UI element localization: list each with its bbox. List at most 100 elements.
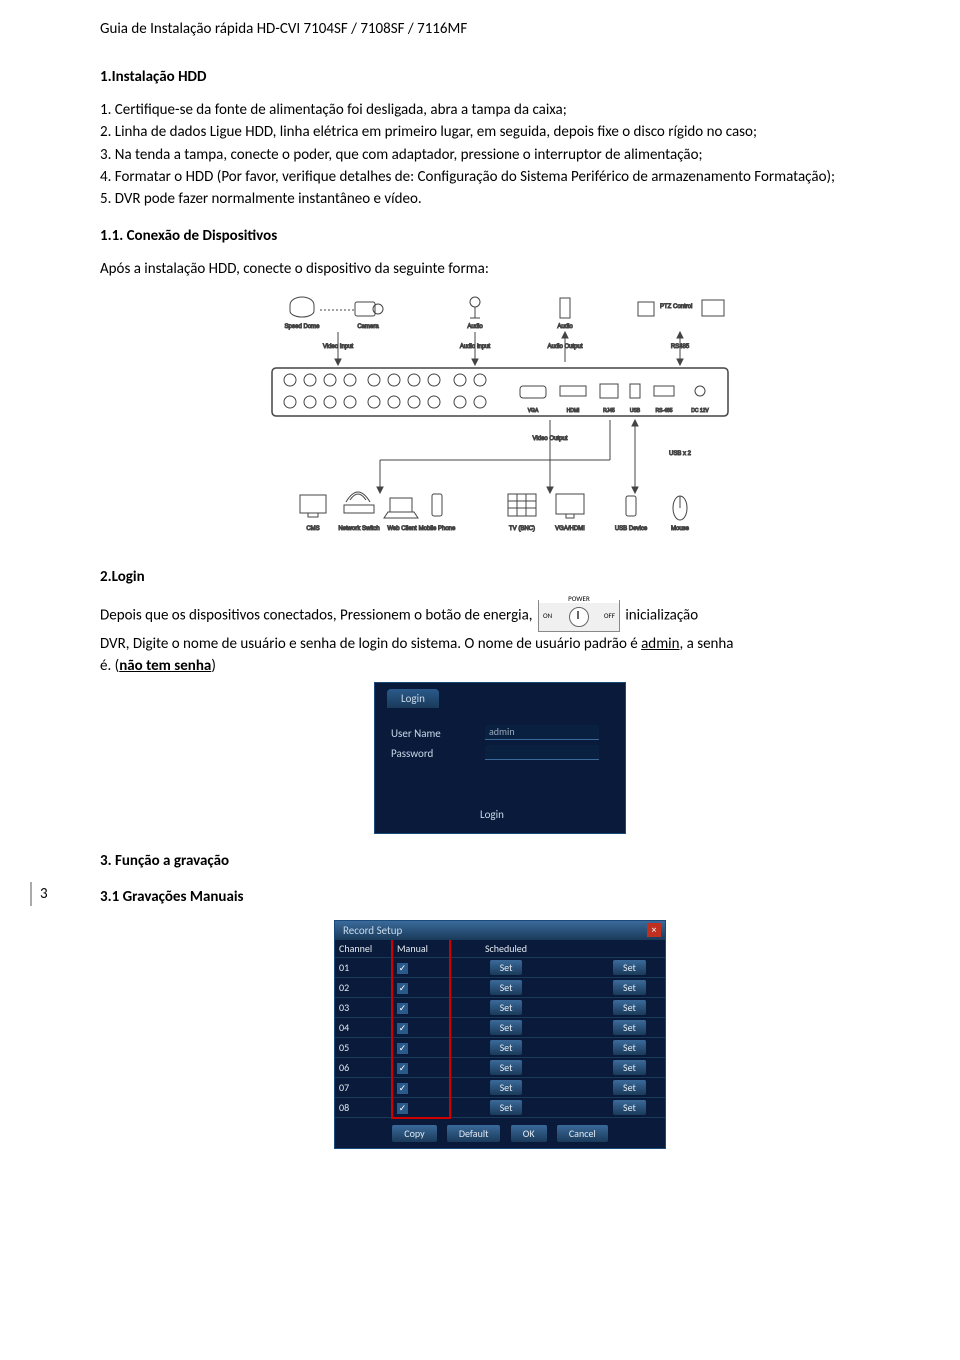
login-text-after: inicialização <box>625 606 698 624</box>
manual-cell[interactable]: ✓ <box>392 998 450 1018</box>
set-button[interactable]: Set <box>490 1040 523 1055</box>
set-button[interactable]: Set <box>613 1040 646 1055</box>
checkbox-icon[interactable]: ✓ <box>397 1103 408 1114</box>
checkbox-icon[interactable]: ✓ <box>397 963 408 974</box>
svg-text:USB: USB <box>630 408 641 414</box>
set-button[interactable]: Set <box>613 1080 646 1095</box>
checkbox-icon[interactable]: ✓ <box>397 1083 408 1094</box>
manual-cell[interactable]: ✓ <box>392 978 450 998</box>
page-number: 3 <box>30 882 48 906</box>
scheduled-set-cell: Set <box>450 1078 561 1098</box>
record-title: Record Setup <box>343 924 402 937</box>
power-off-label: OFF <box>604 611 615 620</box>
cancel-button[interactable]: Cancel <box>557 1125 608 1142</box>
section2-line2: DVR, Digite o nome de usuário e senha de… <box>100 634 900 654</box>
scheduled-set-cell: Set <box>450 1098 561 1118</box>
section3-1-title: 3.1 Gravações Manuais <box>100 888 900 906</box>
svg-text:TV (BNC): TV (BNC) <box>509 526 535 532</box>
channel-cell: 03 <box>335 998 392 1018</box>
section2-title: 2.Login <box>100 568 900 586</box>
channel-cell: 01 <box>335 958 392 978</box>
svg-text:Audio: Audio <box>557 324 573 330</box>
scheduled-set-cell: Set <box>450 1038 561 1058</box>
table-header-row: Channel Manual Scheduled <box>335 940 665 958</box>
channel-cell: 04 <box>335 1018 392 1038</box>
section1-1-title: 1.1. Conexão de Dispositivos <box>100 227 900 245</box>
set-button[interactable]: Set <box>490 1060 523 1075</box>
set-button[interactable]: Set <box>613 960 646 975</box>
set-cell-2: Set <box>609 1038 665 1058</box>
step-5: 5. DVR pode fazer normalmente instantâne… <box>100 189 900 209</box>
set-button[interactable]: Set <box>613 1020 646 1035</box>
username-input[interactable]: admin <box>485 725 599 740</box>
set-button[interactable]: Set <box>490 1020 523 1035</box>
svg-text:HDMI: HDMI <box>567 408 580 414</box>
checkbox-icon[interactable]: ✓ <box>397 1063 408 1074</box>
checkbox-icon[interactable]: ✓ <box>397 1023 408 1034</box>
checkbox-icon[interactable]: ✓ <box>397 1043 408 1054</box>
scheduled-set-cell: Set <box>450 998 561 1018</box>
svg-text:Audio: Audio <box>467 324 483 330</box>
step-2: 2. Linha de dados Ligue HDD, linha elétr… <box>100 122 900 142</box>
step-3: 3. Na tenda a tampa, conecte o poder, qu… <box>100 145 900 165</box>
copy-button[interactable]: Copy <box>392 1125 436 1142</box>
manual-cell[interactable]: ✓ <box>392 1098 450 1118</box>
section2-text: Depois que os dispositivos conectados, P… <box>100 600 900 632</box>
default-button[interactable]: Default <box>447 1125 501 1142</box>
login-button[interactable]: Login <box>480 808 504 821</box>
svg-text:USB x 2: USB x 2 <box>669 451 692 457</box>
power-switch-icon: POWER ON OFF <box>538 600 620 632</box>
record-setup-dialog: Record Setup × Channel Manual Scheduled … <box>334 920 666 1149</box>
manual-cell[interactable]: ✓ <box>392 1058 450 1078</box>
set-cell-2: Set <box>609 998 665 1018</box>
svg-text:Video Output: Video Output <box>533 436 568 442</box>
set-button[interactable]: Set <box>490 980 523 995</box>
username-label: User Name <box>391 727 441 740</box>
scheduled-set-cell: Set <box>450 958 561 978</box>
table-row: 04 ✓ Set Set <box>335 1018 665 1038</box>
section2-line3: é. (não tem senha) <box>100 656 900 676</box>
close-icon[interactable]: × <box>647 923 661 937</box>
manual-cell[interactable]: ✓ <box>392 1038 450 1058</box>
set-button[interactable]: Set <box>490 1080 523 1095</box>
login-tab: Login <box>387 689 439 708</box>
set-button[interactable]: Set <box>613 1100 646 1115</box>
svg-text:CMS: CMS <box>306 526 319 532</box>
set-button[interactable]: Set <box>613 1000 646 1015</box>
svg-text:RJ45: RJ45 <box>603 408 615 414</box>
channel-cell: 02 <box>335 978 392 998</box>
checkbox-icon[interactable]: ✓ <box>397 1003 408 1014</box>
svg-text:Audio Input: Audio Input <box>460 344 491 350</box>
svg-text:Network Switch: Network Switch <box>338 526 379 532</box>
manual-cell[interactable]: ✓ <box>392 1018 450 1038</box>
set-button[interactable]: Set <box>490 1000 523 1015</box>
no-password-note: não tem senha <box>119 657 211 675</box>
set-button[interactable]: Set <box>613 1060 646 1075</box>
record-table: Channel Manual Scheduled 01 ✓ Set Set 02 ✓ Set… <box>335 940 665 1119</box>
set-cell-2: Set <box>609 958 665 978</box>
channel-cell: 07 <box>335 1078 392 1098</box>
svg-text:USB Device: USB Device <box>615 526 648 532</box>
table-row: 08✓SetSet <box>335 1098 665 1118</box>
section1-title: 1.Instalação HDD <box>100 68 900 86</box>
set-button[interactable]: Set <box>490 1100 523 1115</box>
table-row: 01 ✓ Set Set <box>335 958 665 978</box>
manual-cell[interactable]: ✓ <box>392 958 450 978</box>
set-button[interactable]: Set <box>490 960 523 975</box>
svg-text:VGA/HDMI: VGA/HDMI <box>555 526 585 532</box>
power-label: POWER <box>539 594 619 603</box>
svg-text:Web Client: Web Client <box>387 526 417 532</box>
manual-cell[interactable]: ✓ <box>392 1078 450 1098</box>
set-button[interactable]: Set <box>613 980 646 995</box>
checkbox-icon[interactable]: ✓ <box>397 983 408 994</box>
svg-text:Mouse: Mouse <box>671 526 690 532</box>
table-row: 07 ✓ Set Set <box>335 1078 665 1098</box>
step-4: 4. Formatar o HDD (Por favor, verifique … <box>100 167 900 187</box>
svg-text:Audio Output: Audio Output <box>547 344 582 350</box>
svg-text:Mobile Phone: Mobile Phone <box>419 526 456 532</box>
svg-text:RS-485: RS-485 <box>656 408 673 414</box>
channel-cell: 06 <box>335 1058 392 1078</box>
ok-button[interactable]: OK <box>511 1125 547 1142</box>
power-on-label: ON <box>543 611 552 620</box>
password-input[interactable] <box>485 745 599 760</box>
